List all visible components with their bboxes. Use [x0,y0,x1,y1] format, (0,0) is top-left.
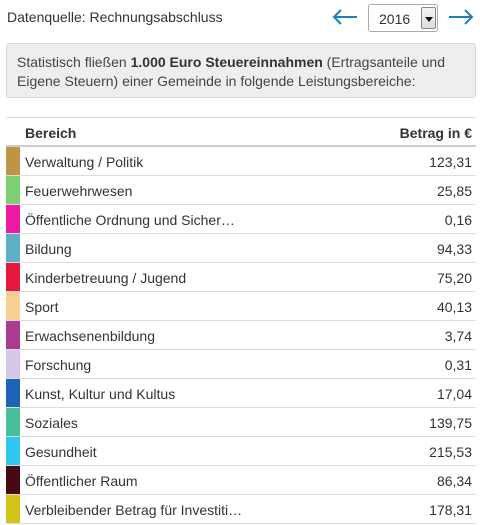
data-source-label: Datenquelle: Rechnungsabschluss [7,9,223,25]
toolbar: Datenquelle: Rechnungsabschluss 2016 [0,0,480,36]
table-row[interactable]: Soziales 139,75 [6,408,476,437]
arrow-left-icon [332,9,357,25]
year-select[interactable]: 2016 [368,4,438,32]
color-swatch [6,321,20,349]
color-swatch [6,495,20,523]
color-swatch [6,466,20,494]
row-area-name: Kinderbetreuung / Jugend [25,270,187,286]
row-area-name: Bildung [25,241,72,257]
column-header-amount[interactable]: Betrag in € [399,125,472,141]
color-swatch [6,176,20,204]
info-text-before: Statistisch fließen [17,54,131,70]
row-area-name: Verwaltung / Politik [25,154,144,170]
year-value: 2016 [379,11,411,27]
info-box: Statistisch fließen 1.000 Euro Steuerein… [6,43,476,98]
row-amount: 0,31 [444,357,472,373]
chevron-down-icon[interactable] [421,7,436,29]
row-amount: 0,16 [444,212,472,228]
table-body: Verwaltung / Politik 123,31 Feuerwehrwesen… [6,147,476,524]
table-row[interactable]: Bildung 94,33 [6,234,476,263]
row-amount: 25,85 [436,183,472,199]
color-swatch [6,205,20,233]
next-year-button[interactable] [446,4,476,30]
row-amount: 40,13 [436,299,472,315]
color-swatch [6,379,20,407]
row-area-name: Soziales [25,415,78,431]
row-area-name: Feuerwehrwesen [25,183,133,199]
table-row[interactable]: Gesundheit 215,53 [6,437,476,466]
color-swatch [6,408,20,436]
info-text-after: (Ertragsanteile und Eigene Steuern) eine… [17,54,445,89]
table-header: Bereich Betrag in € [6,117,476,147]
row-area-name: Forschung [25,357,92,373]
color-swatch [6,147,20,175]
table-row[interactable]: Verwaltung / Politik 123,31 [6,147,476,176]
table-row[interactable]: Sport 40,13 [6,292,476,321]
table-row[interactable]: Kunst, Kultur und Kultus 17,04 [6,379,476,408]
allocation-table: Bereich Betrag in € Verwaltung / Politik… [6,117,476,524]
row-amount: 3,74 [444,328,472,344]
arrow-right-icon [449,9,474,25]
table-row[interactable]: Verbleibender Betrag für Investiti… 178,3… [6,495,476,524]
row-amount: 86,34 [436,473,472,489]
table-row[interactable]: Öffentlicher Raum 86,34 [6,466,476,495]
color-swatch [6,350,20,378]
color-swatch [6,292,20,320]
row-amount: 123,31 [429,154,472,170]
color-swatch [6,234,20,262]
row-area-name: Gesundheit [25,444,97,460]
color-swatch [6,437,20,465]
row-area-name: Sport [25,299,59,315]
row-area-name: Erwachsenenbildung [25,328,155,344]
row-area-name: Öffentlicher Raum [25,473,138,489]
table-row[interactable]: Erwachsenenbildung 3,74 [6,321,476,350]
table-row[interactable]: Forschung 0,31 [6,350,476,379]
column-header-area[interactable]: Bereich [25,125,77,141]
row-area-name: Kunst, Kultur und Kultus [25,386,176,402]
table-row[interactable]: Öffentliche Ordnung und Sicher… 0,16 [6,205,476,234]
row-amount: 139,75 [429,415,472,431]
row-amount: 215,53 [429,444,472,460]
info-text-bold: 1.000 Euro Steuereinnahmen [130,54,323,70]
row-amount: 75,20 [436,270,472,286]
row-area-name: Öffentliche Ordnung und Sicher… [25,212,235,228]
color-swatch [6,263,20,291]
row-amount: 17,04 [436,386,472,402]
previous-year-button[interactable] [330,4,360,30]
row-area-name: Verbleibender Betrag für Investiti… [25,502,243,518]
table-row[interactable]: Kinderbetreuung / Jugend 75,20 [6,263,476,292]
row-amount: 94,33 [436,241,472,257]
row-amount: 178,31 [429,502,472,518]
table-row[interactable]: Feuerwehrwesen 25,85 [6,176,476,205]
